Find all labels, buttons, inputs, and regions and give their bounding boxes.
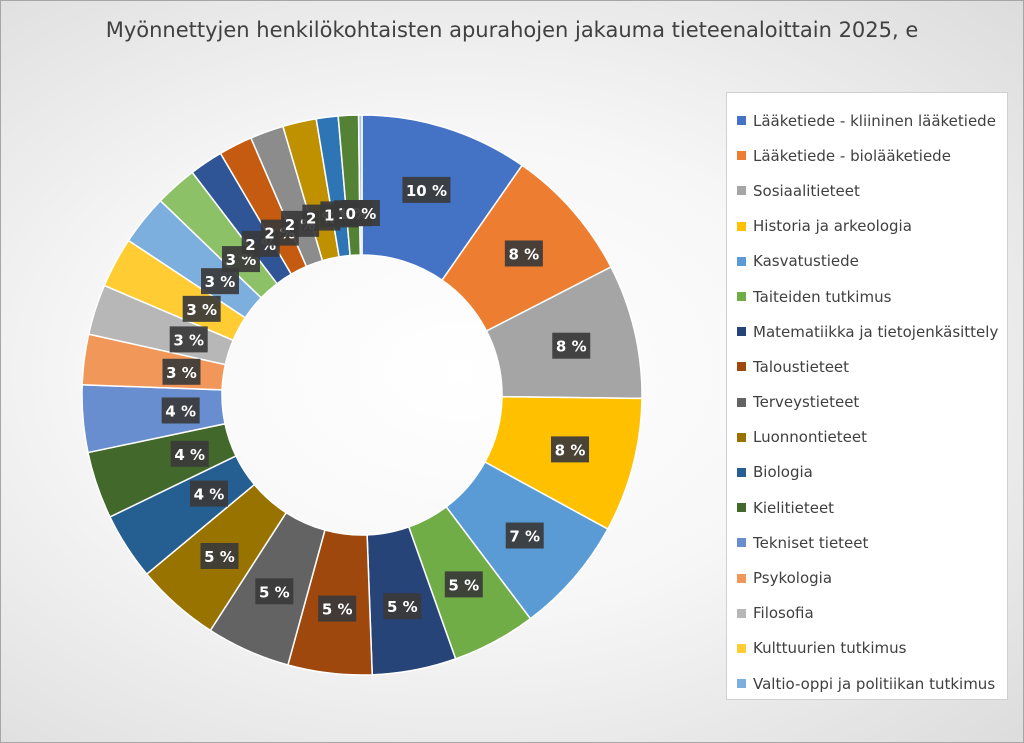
svg-text:0 %: 0 % <box>346 205 377 223</box>
legend-label-8: Terveystieteet <box>753 393 860 412</box>
legend-label-13: Psykologia <box>753 569 833 588</box>
svg-text:10 %: 10 % <box>406 182 447 200</box>
legend-label-15: Kulttuurien tutkimus <box>753 639 907 658</box>
legend-label-6: Matematiikka ja tietojenkäsittely <box>753 322 999 341</box>
legend-swatch-8 <box>737 397 746 407</box>
legend-swatch-9 <box>737 432 746 442</box>
legend-label-5: Taiteiden tutkimus <box>753 287 892 306</box>
svg-text:5 %: 5 % <box>204 548 235 566</box>
svg-text:3 %: 3 % <box>166 364 197 382</box>
data-label-0: 10 % <box>402 176 451 203</box>
svg-text:5 %: 5 % <box>259 583 290 601</box>
legend-item-4: Kasvatustiede <box>727 244 1007 279</box>
data-label-24: 0 % <box>341 200 380 227</box>
legend-label-1: Lääketiede - biolääketiede <box>753 146 951 165</box>
data-label-5: 5 % <box>444 571 483 598</box>
svg-text:3 %: 3 % <box>205 273 236 291</box>
data-label-9: 5 % <box>200 542 239 569</box>
legend-label-4: Kasvatustiede <box>753 252 859 271</box>
legend-swatch-16 <box>737 679 746 689</box>
legend-label-9: Luonnontieteet <box>753 428 867 447</box>
data-label-16: 3 % <box>201 268 240 295</box>
legend-item-2: Sosiaalitieteet <box>727 173 1007 208</box>
data-label-8: 5 % <box>255 578 294 605</box>
data-label-15: 3 % <box>182 295 221 322</box>
legend-label-12: Tekniset tieteet <box>753 533 869 552</box>
legend-label-2: Sosiaalitieteet <box>753 181 860 200</box>
svg-text:4 %: 4 % <box>174 446 205 464</box>
legend-swatch-15 <box>737 643 746 653</box>
data-label-11: 4 % <box>170 440 209 467</box>
legend-item-9: Luonnontieteet <box>727 420 1007 455</box>
svg-text:4 %: 4 % <box>194 486 225 504</box>
legend-swatch-4 <box>737 256 746 266</box>
data-label-1: 8 % <box>504 240 543 267</box>
svg-text:3 %: 3 % <box>186 301 217 319</box>
data-label-4: 7 % <box>505 522 544 549</box>
legend-swatch-7 <box>737 362 746 372</box>
legend-item-3: Historia ja arkeologia <box>727 209 1007 244</box>
legend-swatch-3 <box>737 221 746 231</box>
data-label-7: 5 % <box>318 595 357 622</box>
data-label-12: 4 % <box>161 397 200 424</box>
legend-item-0: Lääketiede - kliininen lääketiede <box>727 103 1007 138</box>
legend-item-13: Psykologia <box>727 560 1007 595</box>
chart-title: Myönnettyjen henkilökohtaisten apurahoje… <box>105 18 919 42</box>
legend-swatch-5 <box>737 292 746 302</box>
data-label-2: 8 % <box>552 332 591 359</box>
svg-text:5 %: 5 % <box>448 576 479 594</box>
data-label-19: 2 % <box>260 219 299 246</box>
legend-item-12: Tekniset tieteet <box>727 525 1007 560</box>
legend-swatch-11 <box>737 503 746 513</box>
svg-text:5 %: 5 % <box>387 598 418 616</box>
legend-item-15: Kulttuurien tutkimus <box>727 631 1007 666</box>
legend-label-7: Taloustieteet <box>753 357 850 376</box>
legend-swatch-13 <box>737 573 746 583</box>
legend-item-16: Valtio-oppi ja politiikan tutkimus <box>727 666 1007 701</box>
legend-label-14: Filosofia <box>753 604 814 623</box>
legend-swatch-0 <box>737 116 746 126</box>
svg-text:8 %: 8 % <box>556 338 587 356</box>
data-label-10: 4 % <box>190 480 229 507</box>
data-label-14: 3 % <box>169 326 208 353</box>
data-label-13: 3 % <box>162 358 201 385</box>
legend-swatch-14 <box>737 608 746 618</box>
svg-text:4 %: 4 % <box>165 402 196 420</box>
svg-text:8 %: 8 % <box>555 441 586 459</box>
legend: Lääketiede - kliininen lääketiede Lääketi… <box>726 92 1008 700</box>
data-label-6: 5 % <box>383 593 422 620</box>
svg-text:7 %: 7 % <box>509 528 540 546</box>
svg-text:5 %: 5 % <box>322 601 353 619</box>
legend-item-10: Biologia <box>727 455 1007 490</box>
legend-item-7: Taloustieteet <box>727 349 1007 384</box>
legend-item-14: Filosofia <box>727 596 1007 631</box>
legend-swatch-12 <box>737 538 746 548</box>
legend-swatch-1 <box>737 151 746 161</box>
data-label-3: 8 % <box>551 436 590 463</box>
legend-swatch-6 <box>737 327 746 337</box>
legend-label-3: Historia ja arkeologia <box>753 217 912 236</box>
legend-item-1: Lääketiede - biolääketiede <box>727 138 1007 173</box>
legend-item-5: Taiteiden tutkimus <box>727 279 1007 314</box>
legend-item-6: Matematiikka ja tietojenkäsittely <box>727 314 1007 349</box>
legend-label-0: Lääketiede - kliininen lääketiede <box>753 111 996 130</box>
legend-label-11: Kielitieteet <box>753 498 835 517</box>
legend-item-8: Terveystieteet <box>727 385 1007 420</box>
legend-swatch-10 <box>737 467 746 477</box>
svg-text:8 %: 8 % <box>509 245 540 263</box>
legend-label-10: Biologia <box>753 463 813 482</box>
svg-text:3 %: 3 % <box>173 331 204 349</box>
legend-label-16: Valtio-oppi ja politiikan tutkimus <box>753 674 996 693</box>
legend-item-11: Kielitieteet <box>727 490 1007 525</box>
legend-swatch-2 <box>737 186 746 196</box>
